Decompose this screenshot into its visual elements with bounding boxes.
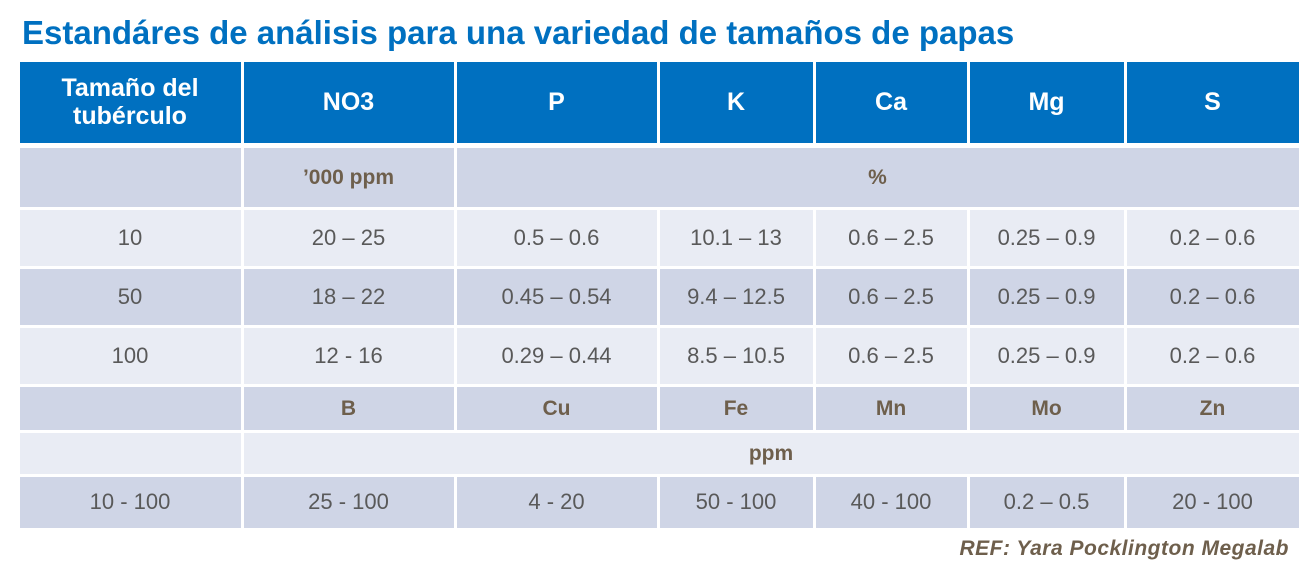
data-cell: 10 - 100: [19, 477, 241, 528]
empty-cell: [19, 433, 241, 474]
data-cell: 0.6 – 2.5: [815, 210, 967, 266]
header-cell: Mg: [969, 62, 1124, 143]
header-cell: NO3: [243, 62, 454, 143]
data-cell: 0.2 – 0.6: [1126, 269, 1299, 325]
header-cell: K: [659, 62, 813, 143]
data-cell: 18 – 22: [243, 269, 454, 325]
element-cell: Cu: [456, 387, 657, 430]
data-cell: 0.6 – 2.5: [815, 328, 967, 384]
unit-cell: ’000 ppm: [243, 148, 454, 207]
data-cell: 20 – 25: [243, 210, 454, 266]
data-cell: 10: [19, 210, 241, 266]
data-cell: 0.2 – 0.6: [1126, 328, 1299, 384]
empty-cell: [19, 387, 241, 430]
data-cell: 0.6 – 2.5: [815, 269, 967, 325]
reference: REF: Yara Pocklington Megalab: [959, 537, 1289, 560]
element-cell: Zn: [1126, 387, 1299, 430]
data-cell: 9.4 – 12.5: [659, 269, 813, 325]
unit-cell: %: [456, 148, 1299, 207]
data-cell: 20 - 100: [1126, 477, 1299, 528]
data-cell: 0.45 – 0.54: [456, 269, 657, 325]
element-cell: Fe: [659, 387, 813, 430]
header-cell: Tamaño del tubérculo: [19, 62, 241, 143]
data-cell: 50: [19, 269, 241, 325]
data-cell: 0.5 – 0.6: [456, 210, 657, 266]
data-cell: 0.25 – 0.9: [969, 269, 1124, 325]
element-cell: Mn: [815, 387, 967, 430]
data-cell: 0.2 – 0.5: [969, 477, 1124, 528]
data-cell: 0.29 – 0.44: [456, 328, 657, 384]
header-cell: S: [1126, 62, 1299, 143]
data-cell: 0.25 – 0.9: [969, 328, 1124, 384]
data-cell: 4 - 20: [456, 477, 657, 528]
data-cell: 0.2 – 0.6: [1126, 210, 1299, 266]
empty-cell: [19, 148, 241, 207]
data-cell: 12 - 16: [243, 328, 454, 384]
element-cell: B: [243, 387, 454, 430]
data-cell: 50 - 100: [659, 477, 813, 528]
title: Estandáres de análisis para una variedad…: [22, 14, 1015, 51]
header-cell: Ca: [815, 62, 967, 143]
data-cell: 8.5 – 10.5: [659, 328, 813, 384]
unit-cell: ppm: [243, 433, 1299, 474]
data-cell: 0.25 – 0.9: [969, 210, 1124, 266]
data-cell: 100: [19, 328, 241, 384]
data-cell: 40 - 100: [815, 477, 967, 528]
header-cell: P: [456, 62, 657, 143]
data-cell: 25 - 100: [243, 477, 454, 528]
element-cell: Mo: [969, 387, 1124, 430]
data-cell: 10.1 – 13: [659, 210, 813, 266]
